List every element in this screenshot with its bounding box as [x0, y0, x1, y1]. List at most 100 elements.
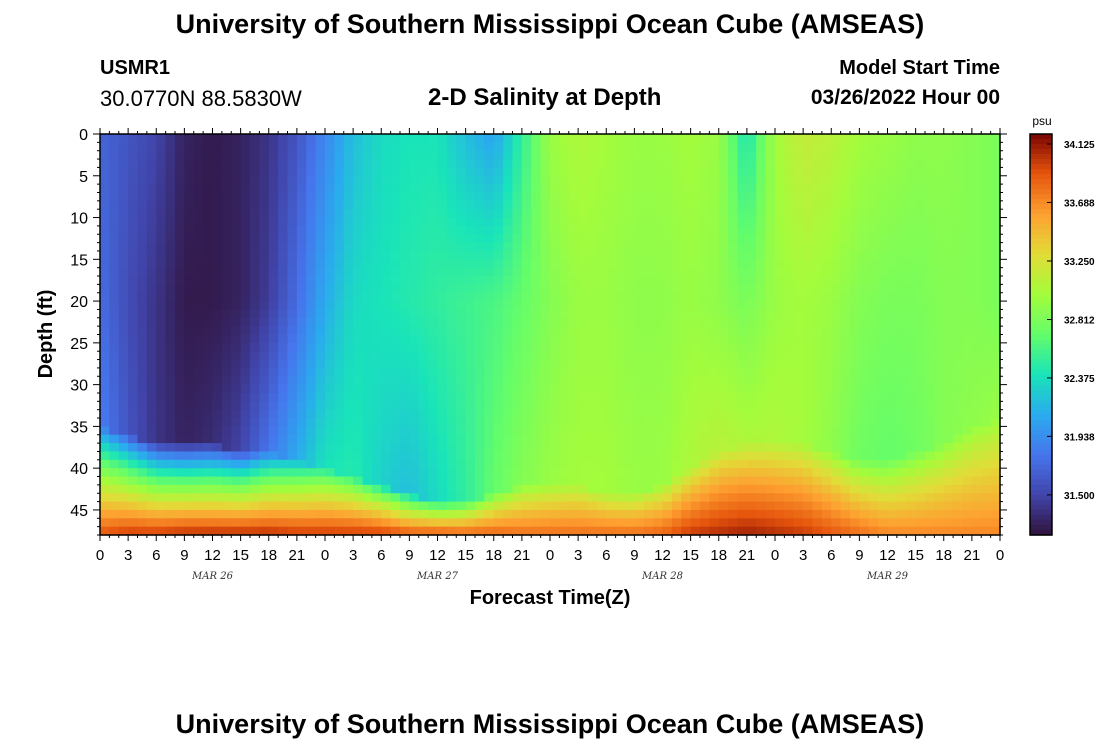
heatmap-cell [109, 301, 120, 311]
heatmap-cell [859, 134, 870, 143]
heatmap-cell [165, 434, 176, 444]
heatmap-cell [109, 518, 120, 528]
heatmap-cell [868, 384, 879, 394]
heatmap-cell [315, 250, 326, 260]
heatmap-cell [193, 326, 204, 336]
heatmap-cell [550, 401, 560, 411]
heatmap-cell [521, 317, 532, 327]
heatmap-cell [896, 392, 907, 402]
heatmap-cell [850, 142, 860, 152]
heatmap-cell [250, 192, 260, 202]
heatmap-cell [175, 451, 185, 461]
heatmap-cell [709, 409, 720, 419]
heatmap-cell [493, 150, 504, 160]
heatmap-cell [146, 468, 157, 478]
heatmap-cell [615, 217, 626, 227]
heatmap-cell [437, 392, 448, 402]
heatmap-cell [625, 175, 635, 185]
heatmap-cell [728, 409, 739, 419]
heatmap-cell [915, 351, 926, 361]
heatmap-cell [334, 493, 345, 503]
heatmap-cell [296, 292, 307, 302]
heatmap-cell [521, 301, 532, 311]
heatmap-cell [793, 284, 804, 294]
heatmap-cell [259, 142, 270, 152]
colorbar-band [1030, 159, 1052, 165]
heatmap-cell [446, 225, 457, 235]
heatmap-cell [878, 134, 889, 143]
heatmap-cell [428, 150, 439, 160]
heatmap-cell [578, 401, 589, 411]
heatmap-cell [615, 434, 626, 444]
heatmap-cell [175, 292, 185, 302]
heatmap-cell [634, 376, 645, 386]
heatmap-cell [850, 401, 860, 411]
heatmap-cell [718, 267, 729, 277]
heatmap-cell [475, 409, 485, 419]
heatmap-cell [868, 359, 879, 369]
heatmap-cell [128, 267, 139, 277]
heatmap-cell [887, 167, 898, 177]
heatmap-cell [203, 309, 214, 319]
heatmap-cell [793, 334, 804, 344]
heatmap-cell [653, 426, 664, 436]
heatmap-cell [606, 250, 617, 260]
heatmap-cell [418, 209, 429, 219]
heatmap-cell [803, 501, 814, 511]
heatmap-cell [793, 301, 804, 311]
heatmap-cell [625, 493, 635, 503]
heatmap-cell [540, 443, 551, 453]
heatmap-cell [971, 159, 982, 169]
heatmap-cell [231, 309, 242, 319]
heatmap-cell [690, 418, 701, 427]
heatmap-cell [737, 342, 748, 352]
heatmap-cell [962, 309, 973, 319]
heatmap-cell [671, 242, 682, 252]
heatmap-cell [268, 301, 279, 311]
heatmap-cell [746, 468, 757, 478]
heatmap-cell [512, 342, 523, 352]
heatmap-cell [540, 309, 551, 319]
colorbar-band [1030, 184, 1052, 190]
heatmap-cell [287, 334, 298, 344]
heatmap-cell [784, 526, 795, 536]
heatmap-cell [390, 451, 401, 461]
heatmap-cell [446, 209, 457, 219]
heatmap-cell [493, 443, 504, 453]
heatmap-cell [962, 159, 973, 169]
heatmap-cell [709, 476, 720, 486]
heatmap-cell [728, 518, 739, 528]
heatmap-cell [671, 184, 682, 194]
heatmap-cell [212, 217, 223, 227]
heatmap-cell [868, 376, 879, 386]
heatmap-cell [503, 284, 514, 294]
heatmap-cell [850, 159, 860, 169]
heatmap-cell [409, 284, 420, 294]
heatmap-cell [756, 292, 767, 302]
colorbar-band [1030, 319, 1052, 326]
heatmap-cell [953, 292, 964, 302]
heatmap-cell [821, 376, 832, 386]
heatmap-cell [240, 334, 251, 344]
heatmap-cell [175, 309, 185, 319]
heatmap-cell [409, 217, 420, 227]
heatmap-cell [700, 443, 710, 453]
heatmap-cell [231, 184, 242, 194]
heatmap-cell [409, 242, 420, 252]
heatmap-cell [184, 342, 195, 352]
heatmap-cell [700, 184, 710, 194]
heatmap-cell [531, 259, 542, 269]
heatmap-cell [137, 509, 148, 519]
heatmap-cell [606, 276, 617, 285]
heatmap-cell [278, 225, 289, 235]
heatmap-cell [840, 242, 851, 252]
heatmap-cell [868, 209, 879, 219]
heatmap-cell [437, 459, 448, 469]
heatmap-cell [840, 351, 851, 361]
heatmap-cell [662, 284, 673, 294]
heatmap-cell [709, 342, 720, 352]
heatmap-cell [456, 175, 467, 185]
heatmap-cell [287, 250, 298, 260]
heatmap-cell [643, 184, 654, 194]
heatmap-cell [868, 200, 879, 210]
